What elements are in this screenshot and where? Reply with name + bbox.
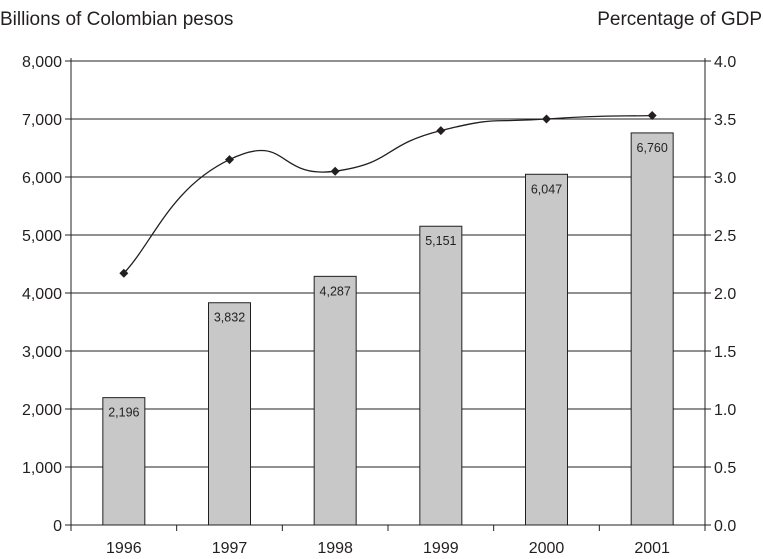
bar [208,302,251,526]
left-tick-label: 4,000 [22,286,62,303]
x-tick-label: 1999 [423,540,459,557]
line-series [119,111,657,278]
bar [419,225,463,526]
bar [102,397,146,526]
bar-data-label: 5,151 [425,234,456,248]
left-tick-label: 3,000 [22,344,62,361]
right-tick-label: 0.5 [714,460,736,477]
right-tick-label: 0.0 [714,518,736,535]
bar-data-label: 6,047 [531,182,562,196]
left-tick-label: 7,000 [22,112,62,129]
axes [65,58,711,531]
diamond-marker [542,114,551,124]
tick-labels: 0 0.0 1,000 0.5 2,000 1.0 3,000 1.5 4,000 2.0 5,00… [22,54,736,557]
bar [630,132,674,526]
bar-data-label: 6,760 [637,141,668,155]
diamond-marker [647,111,657,121]
right-tick-label: 4.0 [714,54,736,71]
left-tick-label: 8,000 [22,54,62,71]
bar-data-label: 4,287 [320,284,351,298]
left-tick-label: 0 [53,518,62,535]
bar-data-label: 3,832 [214,311,245,325]
x-tick-label: 2000 [529,540,565,557]
bar [313,275,357,526]
bar [525,173,568,526]
diamond-marker [225,155,234,165]
right-tick-label: 2.0 [714,286,736,303]
x-tick-label: 1996 [106,540,142,557]
bar-data-label: 2,196 [108,406,139,420]
data-labels: 2,196 3,832 4,287 5,151 6,047 6,760 [108,141,668,420]
right-tick-label: 3.0 [714,170,736,187]
x-tick-label: 1997 [212,540,248,557]
diamond-marker [330,166,340,176]
line-series-path [123,114,653,274]
bar-series [102,132,674,526]
left-tick-label: 6,000 [22,170,62,187]
x-tick-label: 2001 [634,540,670,557]
right-tick-label: 1.0 [714,402,736,419]
right-tick-label: 1.5 [714,344,736,361]
x-tick-label: 1998 [317,540,353,557]
gridlines [71,60,705,468]
diamond-marker [436,126,446,136]
left-tick-label: 1,000 [22,460,62,477]
diamond-marker [119,268,129,278]
left-tick-label: 2,000 [22,402,62,419]
right-tick-label: 3.5 [714,112,736,129]
left-tick-label: 5,000 [22,228,62,245]
left-axis-title: Billions of Colombian pesos [0,9,234,30]
right-axis-title: Percentage of GDP [597,9,762,30]
right-tick-label: 2.5 [714,228,736,245]
